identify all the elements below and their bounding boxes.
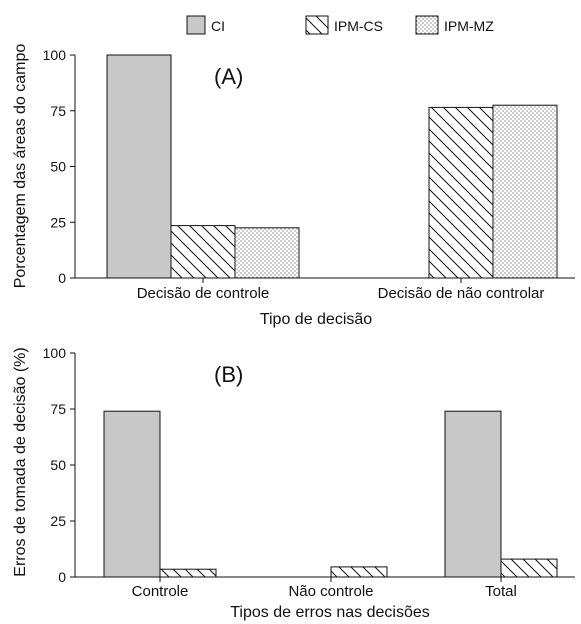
x-axis-title-a: Tipo de decisão <box>260 311 372 328</box>
legend-label-ci: CI <box>211 18 225 34</box>
bar-b-ipm-cs-1 <box>330 566 388 578</box>
y-tick-label-a-1: 25 <box>50 214 66 230</box>
y-tick-label-b-0: 0 <box>58 569 66 585</box>
panel-label-b: (B) <box>214 362 243 387</box>
y-axis-title-a: Porcentagem das áreas do campo <box>12 44 29 289</box>
y-tick-label-b-3: 75 <box>50 401 66 417</box>
bar-b-ipm-cs-2 <box>500 558 558 578</box>
x-tick-label-b-1: Não controle <box>288 583 373 600</box>
legend-swatch-ipm-cs <box>305 15 329 35</box>
x-tick-label-b-2: Total <box>485 583 517 600</box>
bar-b-ipm-cs-0 <box>159 568 217 578</box>
y-tick-label-b-2: 50 <box>50 457 66 473</box>
panel-label-a: (A) <box>214 64 243 89</box>
legend: CI IPM-CS IPM-MZ <box>186 15 494 35</box>
bar-a-ipm-mz-1 <box>492 104 558 279</box>
x-axis-title-b: Tipos de erros nas decisões <box>230 604 430 621</box>
bar-a-ipm-cs-0 <box>170 225 236 279</box>
x-tick-label-a-0: Decisão de controle <box>137 285 270 302</box>
y-tick-label-a-3: 75 <box>50 103 66 119</box>
bar-a-ipm-mz-0 <box>234 227 300 279</box>
plot-area-b: 0 25 50 75 100 Controle Não controle Total <box>43 345 575 600</box>
legend-label-ipm-cs: IPM-CS <box>334 18 383 34</box>
legend-swatch-ci <box>186 15 206 35</box>
legend-label-ipm-mz: IPM-MZ <box>444 18 494 34</box>
bar-a-ci-0 <box>106 54 172 279</box>
bar-a-ipm-cs-1 <box>428 106 494 279</box>
plot-area-a: 0 25 50 75 100 Decisão de controle Decisão de … <box>43 47 575 302</box>
legend-swatch-ipm-mz <box>415 15 439 35</box>
bar-b-ci-0 <box>103 410 161 578</box>
y-tick-label-a-2: 50 <box>50 159 66 175</box>
y-tick-label-a-4: 100 <box>43 47 67 63</box>
y-axis-title-b: Erros de tomada de decisão (%) <box>12 347 29 576</box>
y-tick-label-b-4: 100 <box>43 345 67 361</box>
x-tick-label-a-1: Decisão de não controlar <box>378 285 545 302</box>
x-tick-label-b-0: Controle <box>132 583 189 600</box>
y-tick-label-a-0: 0 <box>58 270 66 286</box>
bar-b-ci-2 <box>444 410 502 578</box>
y-tick-label-b-1: 25 <box>50 513 66 529</box>
